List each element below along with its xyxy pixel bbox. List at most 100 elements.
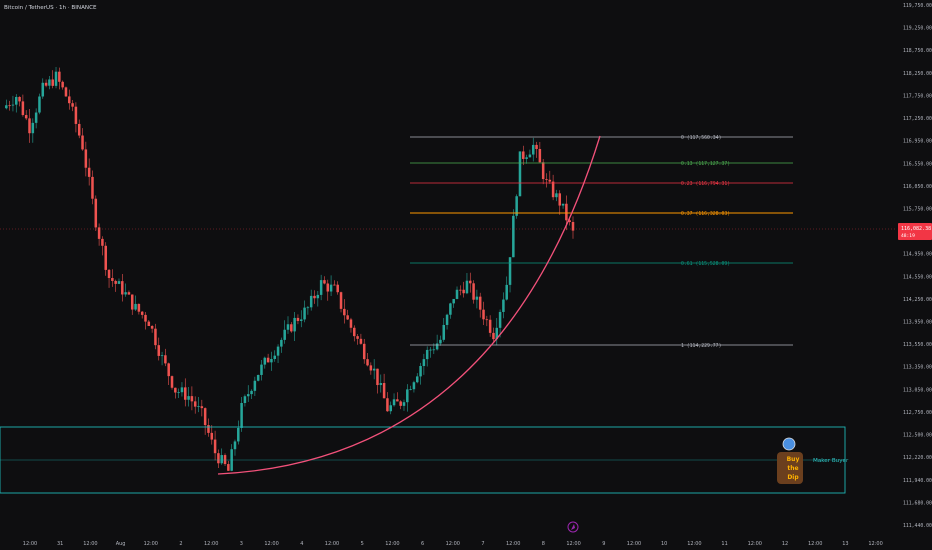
candle-body [472,283,475,300]
candle-body [415,376,419,383]
candle-body [24,115,28,119]
candle-body [167,363,170,377]
candle-body [5,105,8,109]
candle-body [200,406,204,409]
candle-body [114,280,117,284]
candle-body [462,289,465,294]
candle-body [333,284,336,286]
candle-body [71,103,74,107]
candle-body [356,336,359,339]
fib-label-013: 0.13 (117,127.37) [681,161,730,167]
candle-body [174,387,177,393]
candle-body [263,357,267,365]
candle-body [290,324,293,332]
candle-body [505,284,508,300]
candle-body [293,317,296,332]
time-axis-label: 12:00 [506,541,520,547]
candle-body [392,399,396,406]
time-axis-label: 12:00 [868,541,882,547]
candle-body [422,359,426,367]
price-axis-label: 119,750.00 [903,3,932,9]
candle-body [316,294,320,299]
candle-body [203,408,207,426]
candle-body [160,355,164,357]
fib-label-1: 1 (114,229.77) [681,343,721,349]
candle-body [329,284,333,292]
price-countdown: 48:19 [901,233,915,239]
candle-body [399,401,402,406]
candle-body [565,203,568,221]
candle-body [253,380,257,391]
badge-line2: the [787,465,798,472]
price-axis-label: 116,950.00 [903,139,932,145]
candle-body [233,441,237,450]
candle-body [369,365,373,371]
current-price-tag: 116,082.38 48:19 [898,223,932,240]
candle-body [227,464,230,471]
price-axis-label: 114,250.00 [903,297,932,303]
candle-body [111,278,114,281]
candle-body [74,106,78,124]
price-axis-label: 114,550.00 [903,274,932,280]
candle-body [217,453,220,464]
time-axis-label: Aug [116,541,126,547]
candle-body [349,319,353,328]
maker-buyer-zone[interactable]: Maker Buyer [0,426,849,494]
candle-body [266,357,270,363]
candle-body [551,181,555,198]
candle-body [144,314,147,322]
candle-body [280,339,283,347]
candle-body [568,220,571,222]
candle-body [77,123,81,136]
price-axis-label: 116,550.00 [903,161,932,167]
chart-title: Bitcoin / TetherUS · 1h · BINANCE [4,5,97,11]
candle-body [44,82,48,86]
buy-the-dip-badge: Buy the Dip [777,437,803,484]
candle-body [250,390,253,395]
candle-body [531,144,535,155]
candle-body [455,289,459,299]
time-axis-label: 9 [602,541,605,547]
candle-body [306,307,310,309]
price-axis-label: 112,750.00 [903,410,932,416]
candle-body [127,292,131,295]
time-axis[interactable]: 12:00 31 12:00 Aug 12:00 2 12:00 3 12:00 4 12:00 5 1… [23,541,883,547]
fibonacci-retracement[interactable]: 0 (117,560.34) 0.13 (117,127.37) 0.23 (1… [410,135,793,349]
candle-body [299,319,303,321]
candle-body [465,280,469,294]
price-axis-label: 111,680.00 [903,500,932,506]
candle-body [538,148,542,163]
candle-body [412,382,416,390]
candle-body [518,151,522,197]
candle-body [376,368,379,386]
price-axis-label: 112,220.00 [903,455,932,461]
candle-body [240,402,243,428]
candle-body [34,112,38,123]
candle-body [492,332,495,340]
candle-body [548,179,552,182]
candle-body [449,303,452,315]
price-axis-label: 111,940.00 [903,478,932,484]
candle-body [223,455,227,465]
candle-body [187,396,190,400]
candle-body [488,319,492,333]
badge-icon [782,437,796,451]
time-axis-label: 11 [721,541,727,547]
candle-body [87,167,91,177]
candle-body [435,343,439,350]
time-axis-label: 7 [481,541,484,547]
candle-body [170,376,174,388]
price-axis-label: 119,250.00 [903,26,932,32]
candle-body [8,105,11,107]
candle-body [147,321,151,327]
candle-body [346,315,349,320]
time-axis-label: 12:00 [325,541,339,547]
candle-body [180,387,184,393]
price-axis-label: 117,750.00 [903,93,932,99]
time-axis-label: 12:00 [446,541,460,547]
time-axis-label: 12:00 [83,541,97,547]
candle-body [68,96,71,104]
parabolic-curve[interactable] [217,135,601,475]
